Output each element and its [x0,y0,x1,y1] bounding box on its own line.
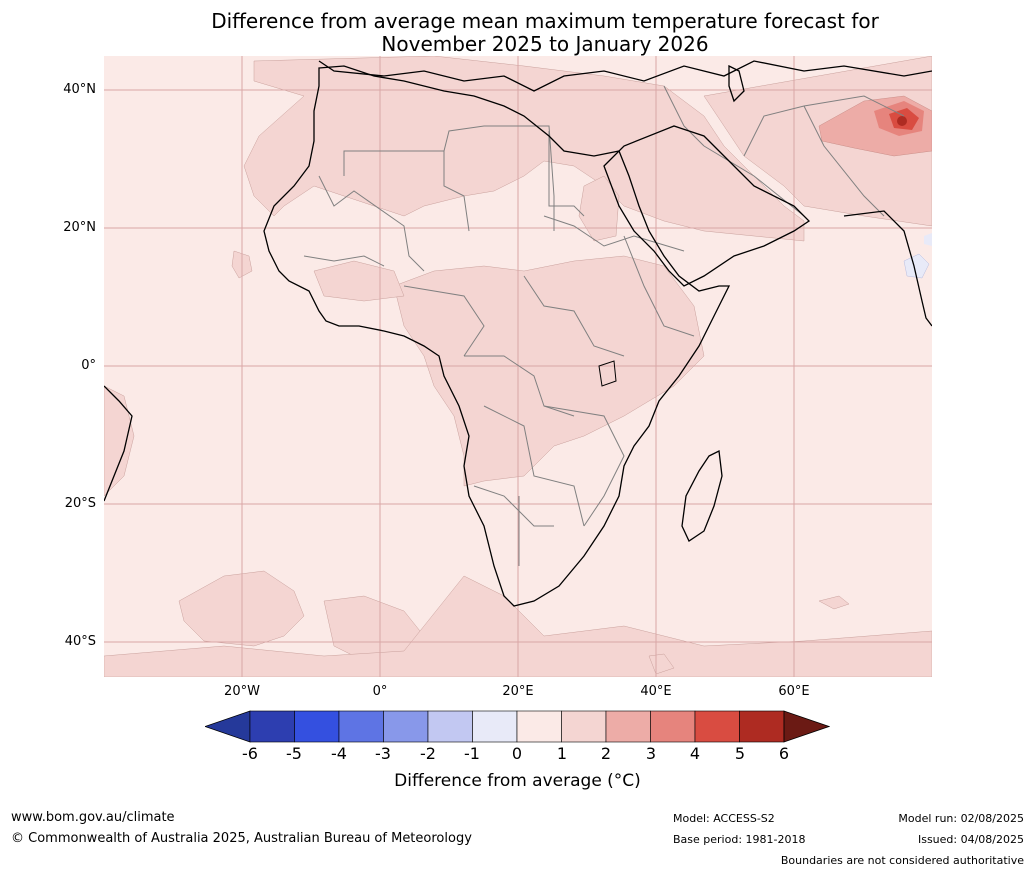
colorbar-segment [427,710,473,743]
footer-copyright: © Commonwealth of Australia 2025, Austra… [11,831,472,846]
africa-coastline [263,65,731,607]
caspian-coastline [728,64,745,103]
map-title-line1: Difference from average mean maximum tem… [211,9,879,33]
south-america-coastline [104,385,133,502]
lat-label-40n: 40°N [63,82,96,97]
colorbar-segment [338,710,384,743]
anomaly-5-6-himalaya [897,116,907,126]
colorbar-segment [249,710,295,743]
lat-label-20n: 20°N [63,220,96,235]
footer-base-period: Base period: 1981-2018 [673,833,806,846]
footer-website[interactable]: www.bom.gov.au/climate [11,810,175,825]
colorbar-segment [383,710,429,743]
lake-victoria [598,360,617,387]
coastlines [104,60,932,607]
country-borders [303,85,905,566]
colorbar-segment [516,710,562,743]
lon-label-40e: 40°E [640,684,672,699]
colorbar-segment [472,710,518,743]
anomaly-neg-india-2 [924,233,932,246]
cbar-tick: 1 [556,744,568,763]
footer-disclaimer: Boundaries are not considered authoritat… [780,854,1024,867]
colorbar-label: Difference from average (°C) [394,771,641,791]
anomaly-neg-india-1 [903,253,930,279]
mozambique-channel-patch [648,653,675,675]
colorbar-segment [561,710,607,743]
graticule [104,56,932,677]
cbar-tick: -1 [464,744,480,763]
footer-model-run: Model run: 02/08/2025 [898,812,1024,825]
colorbar-segment [605,710,651,743]
colorbar [205,710,830,743]
india-coastline [843,210,932,327]
colorbar-segment [739,710,785,743]
cbar-tick: 5 [734,744,746,763]
footer-issued: Issued: 04/08/2025 [917,833,1024,846]
map-title-line2: November 2025 to January 2026 [381,32,709,56]
colorbar-segment [294,710,340,743]
indian-ocean-patch [818,595,850,610]
arabia-warm-patch [578,175,620,242]
footer-model: Model: ACCESS-S2 [673,812,775,825]
anomaly-1-2-regions [104,56,932,677]
cbar-tick: 3 [645,744,657,763]
europe-coastline [318,60,932,92]
lon-label-20e: 20°E [502,684,534,699]
cbar-tick: -5 [286,744,302,763]
lon-label-0: 0° [372,684,388,699]
arabia-coastline [603,125,811,287]
atlantic-coast-patch [104,385,135,497]
cbar-tick: 6 [778,744,790,763]
cbar-tick: -3 [375,744,391,763]
colorbar-segment [694,710,740,743]
middle-east-warm-region [703,56,932,227]
forecast-map [104,56,932,677]
lat-label-20s: 20°S [64,496,96,511]
lat-label-40s: 40°S [64,634,96,649]
cbar-tick: 2 [600,744,612,763]
lon-label-20w: 20°W [224,684,260,699]
lat-label-0: 0° [81,358,96,373]
cbar-tick: -4 [331,744,347,763]
west-africa-warm-region [313,260,405,302]
lon-label-60e: 60°E [778,684,810,699]
cbar-tick: -2 [420,744,436,763]
central-africa-warm-region [393,255,705,487]
colorbar-arrow-high [783,710,830,743]
north-africa-warm-region [243,56,805,242]
cbar-tick: 0 [511,744,523,763]
madagascar-coastline [681,450,723,542]
colorbar-segment [650,710,696,743]
cbar-tick: -6 [242,744,258,763]
colorbar-arrow-low [205,710,251,743]
cbar-tick: 4 [689,744,701,763]
